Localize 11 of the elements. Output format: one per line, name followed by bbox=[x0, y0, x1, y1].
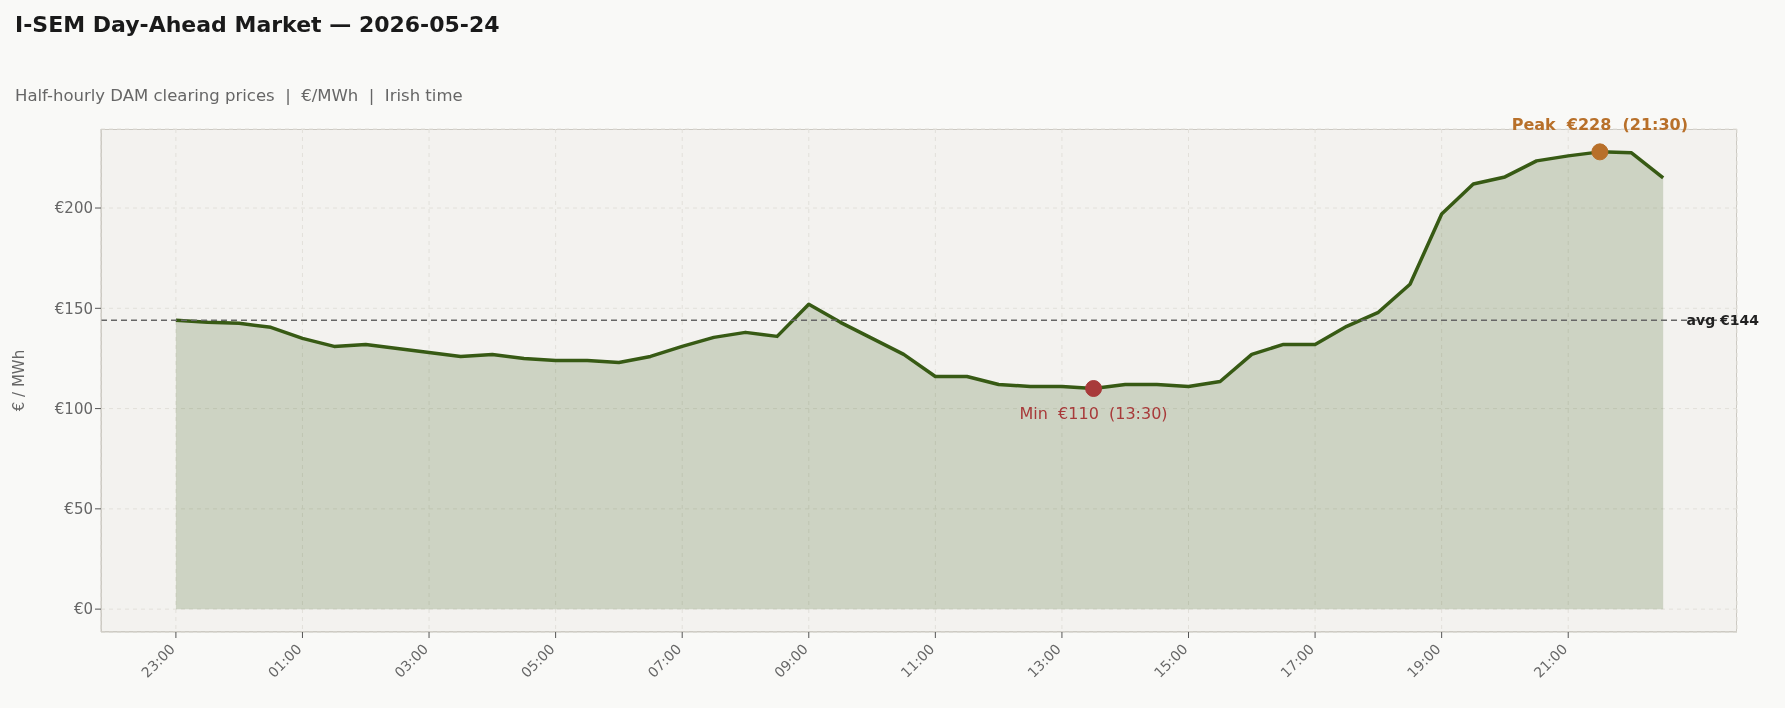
chart-title: I-SEM Day-Ahead Market — 2026-05-24 bbox=[15, 12, 500, 37]
annotation: Peak €228 (21:30) bbox=[1511, 114, 1689, 134]
y-tick-label: €150 bbox=[54, 299, 93, 318]
chart-subtitle: Half-hourly DAM clearing prices | €/MWh | Irish time bbox=[15, 86, 463, 105]
y-tick-label: €50 bbox=[64, 500, 93, 519]
y-tick-label: €200 bbox=[54, 199, 93, 218]
ref-line-label: avg €144 bbox=[1686, 312, 1760, 329]
y-tick-label: €100 bbox=[54, 399, 93, 418]
y-axis-title: € / MWh bbox=[10, 349, 29, 412]
annotation: Min €110 (13:30) bbox=[1019, 403, 1168, 423]
y-tick-label: €0 bbox=[73, 600, 93, 619]
